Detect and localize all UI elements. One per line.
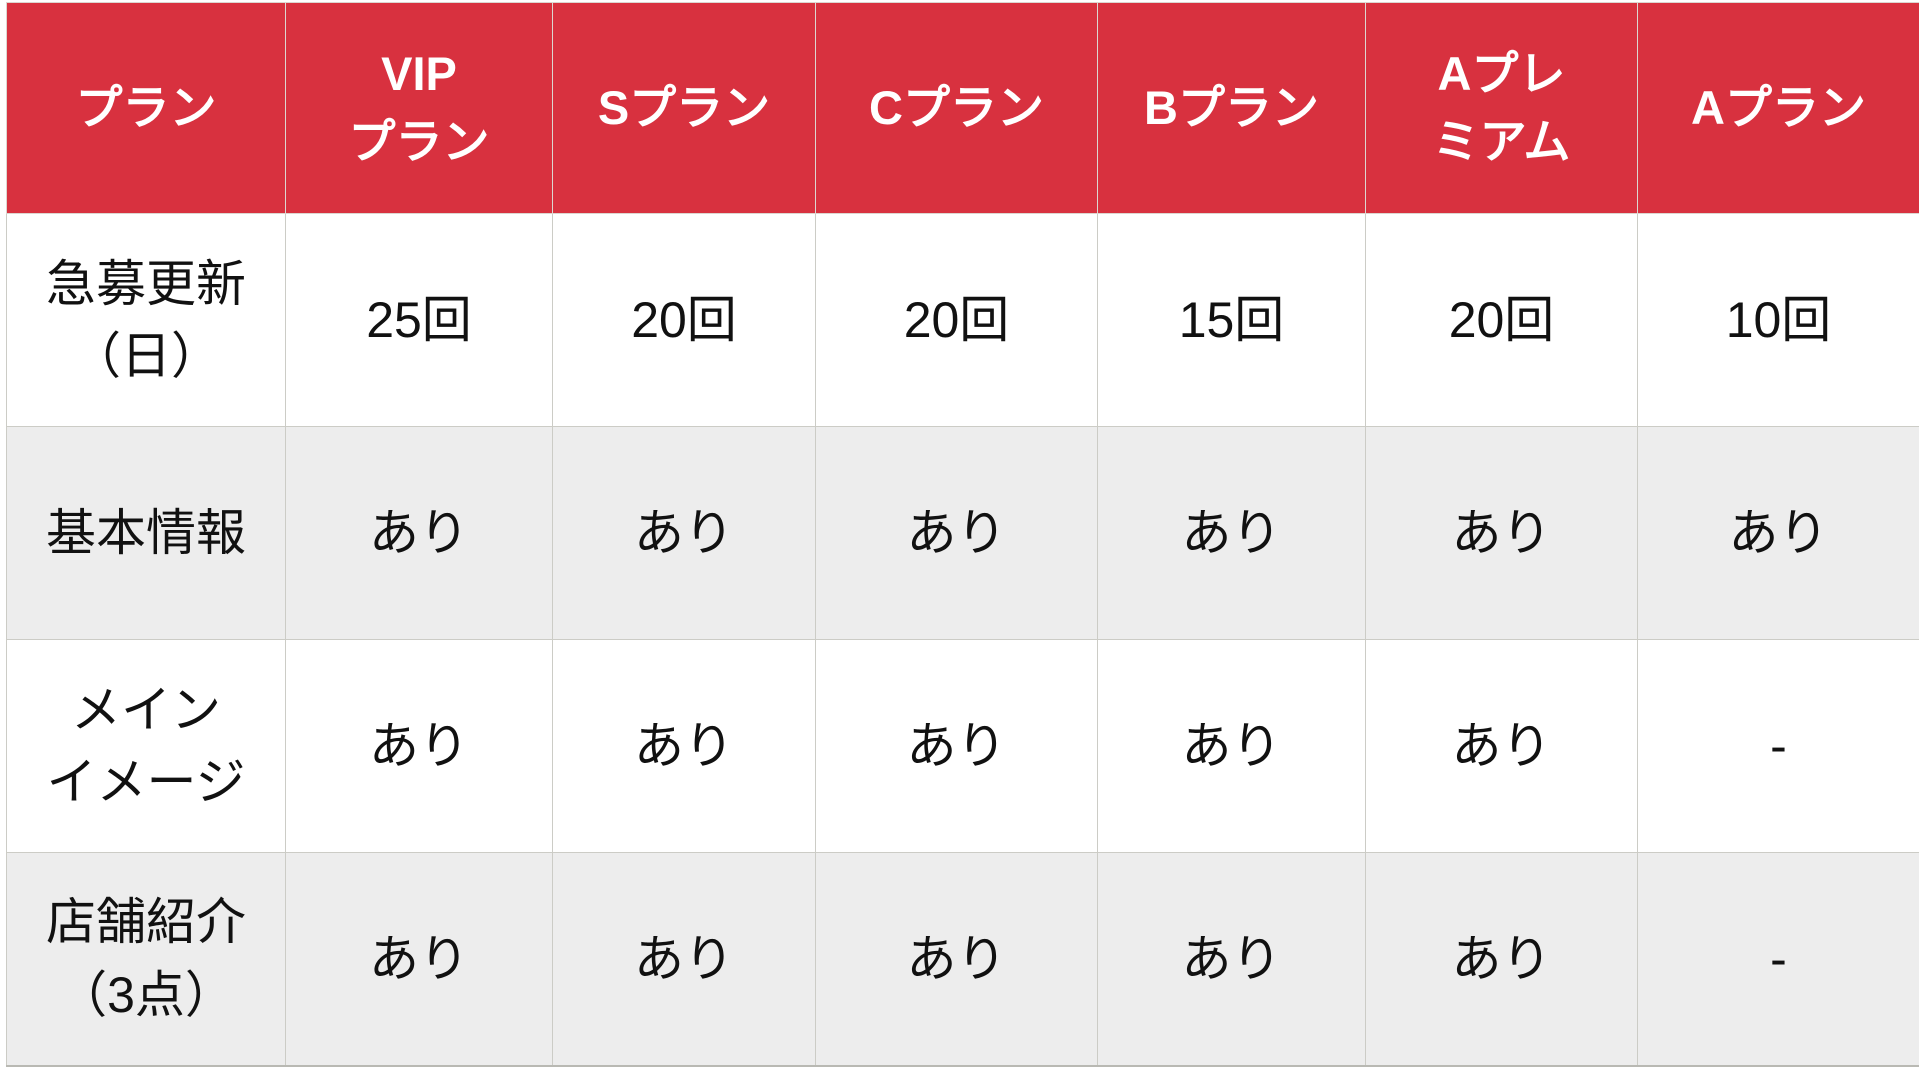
- table-cell: あり: [285, 852, 553, 1066]
- header-cell-s-plan: Sプラン: [552, 2, 816, 214]
- header-cell-a-plan: Aプラン: [1637, 2, 1919, 214]
- table-cell: 20回: [552, 213, 816, 427]
- table-cell: あり: [1637, 426, 1919, 640]
- table-cell: -: [1637, 852, 1919, 1066]
- table-cell: あり: [552, 426, 816, 640]
- header-cell-a-premium: Aプレ ミアム: [1365, 2, 1638, 214]
- header-cell-b-plan: Bプラン: [1097, 2, 1366, 214]
- table-cell: あり: [1365, 426, 1638, 640]
- header-cell-c-plan: Cプラン: [815, 2, 1098, 214]
- row-label: 店舗紹介 （3点）: [6, 852, 286, 1066]
- table-cell: あり: [1365, 852, 1638, 1066]
- table-cell: あり: [1097, 426, 1366, 640]
- table-cell: あり: [552, 852, 816, 1066]
- table-cell: あり: [1365, 639, 1638, 853]
- row-label: 急募更新 （日）: [6, 213, 286, 427]
- table-cell: あり: [1097, 852, 1366, 1066]
- table-cell: 20回: [815, 213, 1098, 427]
- table-cell: -: [1637, 639, 1919, 853]
- table-row-store-intro: 店舗紹介 （3点） あり あり あり あり あり -: [6, 852, 1919, 1066]
- table-cell: あり: [1097, 639, 1366, 853]
- table-cell: 10回: [1637, 213, 1919, 427]
- table-row-main-image: メイン イメージ あり あり あり あり あり -: [6, 639, 1919, 853]
- table-cell: あり: [552, 639, 816, 853]
- header-cell-plan: プラン: [6, 2, 286, 214]
- table-cell: あり: [815, 852, 1098, 1066]
- row-label: メイン イメージ: [6, 639, 286, 853]
- table-cell: あり: [815, 426, 1098, 640]
- table-cell: 15回: [1097, 213, 1366, 427]
- table-cell: あり: [285, 426, 553, 640]
- table-cell: あり: [815, 639, 1098, 853]
- table-row-basic-info: 基本情報 あり あり あり あり あり あり: [6, 426, 1919, 640]
- header-row: プラン VIP プラン Sプラン Cプラン Bプラン Aプレ ミアム Aプラン: [6, 2, 1919, 214]
- table-row-urgent-update: 急募更新 （日） 25回 20回 20回 15回 20回 10回: [6, 213, 1919, 427]
- table-cell: 20回: [1365, 213, 1638, 427]
- plan-comparison-table: プラン VIP プラン Sプラン Cプラン Bプラン Aプレ ミアム Aプラン …: [6, 2, 1919, 1067]
- row-label: 基本情報: [6, 426, 286, 640]
- table-cell: 25回: [285, 213, 553, 427]
- header-cell-vip-plan: VIP プラン: [285, 2, 553, 214]
- table-cell: あり: [285, 639, 553, 853]
